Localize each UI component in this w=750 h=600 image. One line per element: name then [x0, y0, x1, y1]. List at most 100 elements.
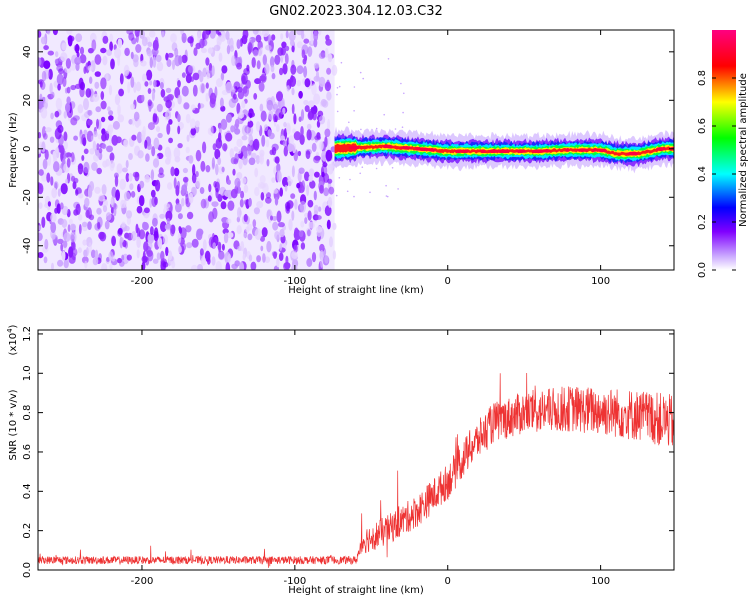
noise-blob — [197, 31, 201, 43]
noise-blob — [101, 263, 108, 270]
noise-blob — [157, 237, 163, 248]
noise-blob — [255, 34, 262, 43]
noise-blob — [147, 99, 152, 107]
noise-blob — [328, 186, 335, 195]
noise-blob — [65, 58, 71, 69]
noise-blob — [94, 81, 100, 89]
noise-blob — [205, 92, 209, 102]
noise-blob — [95, 106, 102, 113]
noise-blob — [271, 34, 276, 41]
noise-blob — [181, 242, 186, 251]
noise-blob — [319, 184, 324, 194]
noise-blob — [288, 30, 296, 42]
noise-blob — [324, 47, 329, 58]
spectrogram-frame — [37, 29, 675, 271]
noise-blob — [47, 201, 52, 207]
noise-blob — [170, 166, 175, 177]
noise-blob — [102, 160, 108, 168]
noise-blob — [273, 188, 279, 194]
noise-blob — [142, 250, 146, 263]
noise-blob — [109, 41, 113, 52]
noise-blob — [161, 31, 165, 38]
noise-blob — [146, 250, 153, 257]
band-hotspot — [454, 149, 464, 153]
noise-blob — [241, 100, 246, 109]
noise-blob — [254, 167, 259, 178]
spectrogram-y-label: Frequency (Hz) — [8, 112, 19, 188]
band-hotspot — [532, 149, 542, 153]
noise-blob — [307, 210, 312, 221]
noise-blob — [281, 41, 287, 49]
noise-blob — [186, 242, 193, 249]
noise-blob — [60, 183, 68, 195]
noise-blob — [166, 59, 172, 68]
noise-blob — [53, 161, 60, 173]
noise-blob — [83, 161, 90, 174]
noise-blob — [153, 108, 157, 114]
snr-plot-area — [38, 330, 674, 570]
noise-blob — [60, 243, 64, 252]
noise-blob — [96, 143, 100, 151]
noise-blob — [50, 212, 57, 223]
noise-blob — [229, 37, 234, 50]
colorbar-tick-label: 0.2 — [697, 214, 708, 230]
noise-blob — [225, 30, 230, 41]
noise-blob — [324, 255, 329, 264]
noise-blob — [130, 51, 134, 60]
band-hotspot — [349, 145, 357, 150]
noise-blob — [147, 233, 155, 244]
noise-blob — [61, 219, 68, 228]
scatter-dot — [385, 195, 388, 197]
noise-blob — [153, 227, 159, 239]
noise-blob — [279, 228, 285, 238]
noise-blob — [206, 72, 211, 80]
noise-blob — [38, 225, 42, 231]
noise-blob — [276, 210, 282, 223]
noise-blob — [38, 169, 44, 176]
noise-blob — [118, 88, 124, 97]
noise-blob — [87, 119, 93, 126]
noise-blob — [120, 237, 124, 243]
noise-blob — [265, 196, 272, 204]
noise-blob — [304, 78, 311, 88]
noise-blob — [271, 177, 276, 184]
noise-blob — [60, 52, 68, 62]
noise-blob — [306, 258, 313, 267]
noise-blob — [174, 47, 179, 58]
noise-blob — [106, 128, 111, 134]
noise-blob — [236, 148, 242, 155]
noise-blob — [276, 91, 283, 102]
scatter-dot — [397, 188, 399, 190]
noise-blob — [137, 227, 141, 240]
noise-blob — [303, 65, 308, 78]
noise-blob — [330, 161, 335, 170]
noise-blob — [313, 204, 319, 214]
noise-blob — [293, 113, 297, 125]
noise-blob — [271, 72, 276, 80]
noise-blob — [241, 135, 248, 141]
noise-blob — [48, 68, 53, 80]
noise-blob — [233, 81, 241, 90]
noise-blob — [293, 229, 301, 241]
noise-blob — [320, 257, 324, 268]
noise-blob — [122, 239, 127, 248]
noise-blob — [41, 141, 46, 153]
noise-blob — [136, 205, 143, 214]
noise-blob — [151, 90, 155, 102]
noise-blob — [236, 172, 243, 180]
spectrogram-x-tick-label: -200 — [131, 276, 154, 287]
noise-blob — [236, 102, 241, 115]
noise-blob — [294, 199, 298, 210]
noise-blob — [325, 38, 332, 46]
snr-y-tick-label: 0.8 — [22, 405, 33, 421]
noise-blob — [260, 110, 267, 122]
noise-blob — [91, 162, 98, 171]
noise-blob — [135, 31, 139, 43]
noise-blob — [56, 203, 61, 214]
band-hotspot — [400, 146, 412, 150]
noise-blob — [152, 158, 160, 168]
noise-blob — [331, 64, 338, 76]
noise-blob — [214, 181, 220, 193]
noise-blob — [156, 252, 161, 261]
spectrogram-x-tick-label: 100 — [591, 276, 610, 287]
